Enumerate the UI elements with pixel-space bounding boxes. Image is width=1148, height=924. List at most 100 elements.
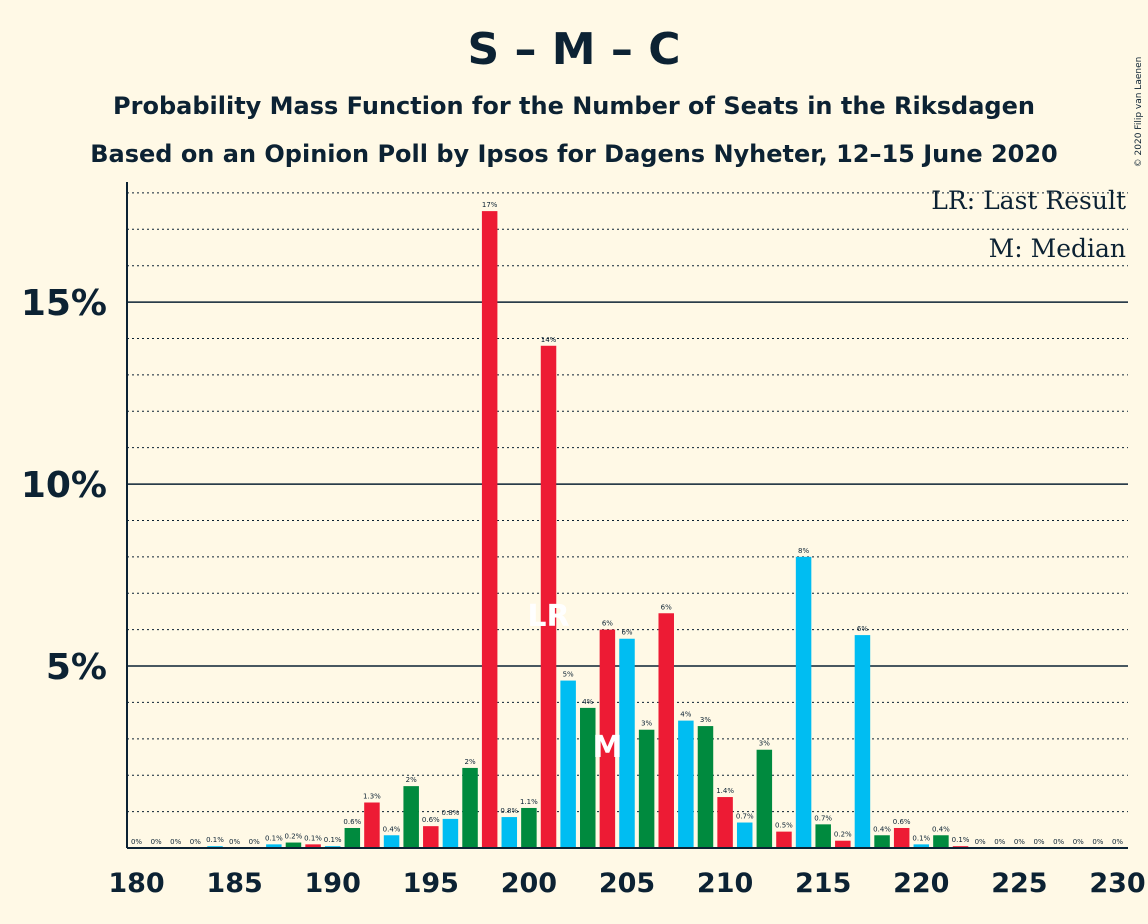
data-label-seat-180: 0%	[131, 838, 142, 846]
data-label-seat-181: 0%	[151, 838, 162, 846]
x-tick-label: 225	[991, 868, 1047, 899]
markers: LR M	[527, 599, 622, 765]
bar-seat-194	[403, 786, 419, 848]
bar-seat-202	[560, 680, 576, 848]
x-tick-label: 215	[795, 868, 851, 899]
bar-seat-196	[442, 818, 459, 848]
data-label-seat-230: 0%	[1112, 838, 1123, 846]
x-tick-label: 205	[599, 868, 655, 899]
data-label-seat-203: 4%	[582, 698, 593, 706]
x-tick-label: 195	[403, 868, 459, 899]
data-label-seat-204: 6%	[602, 620, 613, 628]
data-label-seat-205: 6%	[621, 629, 632, 637]
data-label-seat-226: 0%	[1033, 838, 1044, 846]
data-label-seat-201: 14%	[541, 336, 557, 344]
data-label-seat-227: 0%	[1053, 838, 1064, 846]
data-label-seat-190: 0.1%	[324, 836, 342, 844]
bar-seat-188	[285, 842, 302, 848]
bar-seat-211	[736, 822, 753, 848]
x-tick-label: 200	[501, 868, 557, 899]
data-label-seat-223: 0%	[975, 838, 986, 846]
data-label-seat-207: 6%	[661, 603, 672, 611]
bar-seat-192	[364, 802, 380, 848]
data-label-seat-191: 0.6%	[343, 818, 361, 826]
data-label-seat-189: 0.1%	[304, 834, 322, 842]
bar-seat-195	[423, 826, 439, 848]
data-label-seat-195: 0.6%	[422, 816, 440, 824]
data-label-seat-218: 0.4%	[873, 825, 891, 833]
chart-title: S – M – C	[467, 24, 680, 75]
data-label-seat-194: 2%	[406, 776, 417, 784]
bar-seat-187	[266, 844, 282, 848]
data-labels: 0% 0% 0% 0% 0.1% 0% 0% 0.1% 0.2% 0.1% 0.1%0.6%1.3%…	[131, 201, 1123, 846]
x-tick-label: 190	[305, 868, 361, 899]
x-tick-label: 220	[893, 868, 949, 899]
bar-seat-193	[383, 835, 400, 848]
data-label-seat-184: 0.1%	[206, 836, 224, 844]
data-label-seat-224: 0%	[994, 838, 1005, 846]
data-label-seat-200: 1.1%	[520, 798, 538, 806]
data-label-seat-211: 0.7%	[736, 813, 754, 821]
bar-seat-191	[344, 827, 361, 848]
data-label-seat-222: 0.1%	[952, 836, 970, 844]
chart-subtitle-2: Based on an Opinion Poll by Ipsos for Da…	[90, 140, 1058, 168]
x-tick-labels: 180 185 190 195 200 205 210 215 220 225 230	[108, 868, 1145, 899]
data-label-seat-208: 4%	[680, 711, 691, 719]
data-label-seat-214: 8%	[798, 547, 809, 555]
bar-seat-210	[717, 797, 733, 848]
bar-seat-205	[619, 638, 635, 848]
median-marker: M	[592, 730, 622, 765]
bar-seat-219	[893, 827, 910, 848]
data-label-seat-215: 0.7%	[814, 814, 832, 822]
bar-seat-197	[462, 767, 478, 848]
last-result-marker: LR	[527, 599, 569, 634]
data-label-seat-196: 0.8%	[442, 809, 460, 817]
bar-seat-199	[501, 817, 518, 848]
y-tick-label: 5%	[46, 647, 107, 688]
x-tick-label: 230	[1089, 868, 1145, 899]
bar-seat-189	[305, 844, 321, 848]
bar-seat-198	[481, 211, 498, 849]
data-label-seat-198: 17%	[482, 201, 498, 209]
x-tick-label: 185	[206, 868, 262, 899]
y-tick-label: 10%	[21, 465, 107, 506]
data-label-seat-182: 0%	[170, 838, 181, 846]
bar-seat-216	[835, 840, 851, 848]
bar-seat-220	[913, 844, 930, 848]
bar-seat-208	[678, 720, 694, 848]
data-label-seat-193: 0.4%	[383, 825, 401, 833]
data-label-seat-217: 6%	[857, 625, 868, 633]
data-label-seat-210: 1.4%	[716, 787, 734, 795]
data-label-seat-183: 0%	[190, 838, 201, 846]
bar-seat-213	[776, 831, 792, 848]
x-tick-label: 210	[697, 868, 753, 899]
y-tick-labels: 5% 10% 15%	[21, 283, 107, 688]
x-tick-label: 180	[108, 868, 164, 899]
data-label-seat-219: 0.6%	[893, 818, 911, 826]
bar-seat-217	[854, 635, 871, 848]
bar-seat-221	[933, 835, 949, 848]
data-label-seat-197: 2%	[464, 758, 475, 766]
data-label-seat-187: 0.1%	[265, 834, 283, 842]
bar-seat-200	[521, 807, 537, 848]
bar-seat-204	[599, 629, 616, 848]
data-label-seat-229: 0%	[1092, 838, 1103, 846]
bar-seat-214	[795, 556, 812, 848]
data-label-seat-225: 0%	[1014, 838, 1025, 846]
bar-seat-215	[815, 824, 831, 848]
gridlines	[127, 192, 1128, 813]
legend-median: M: Median	[989, 234, 1126, 263]
chart-subtitle: Probability Mass Function for the Number…	[113, 92, 1035, 120]
bar-seat-206	[638, 729, 655, 848]
data-label-seat-202: 5%	[563, 671, 574, 679]
bar-seat-203	[580, 707, 596, 848]
data-label-seat-212: 3%	[759, 740, 770, 748]
bars	[207, 211, 969, 849]
bar-seat-201	[540, 345, 557, 848]
copyright-notice: © 2020 Filip van Laenen	[1134, 57, 1144, 168]
data-label-seat-188: 0.2%	[285, 833, 303, 841]
bar-seat-209	[697, 726, 714, 848]
bar-seat-218	[874, 835, 890, 848]
data-label-seat-199: 0.8%	[500, 807, 518, 815]
